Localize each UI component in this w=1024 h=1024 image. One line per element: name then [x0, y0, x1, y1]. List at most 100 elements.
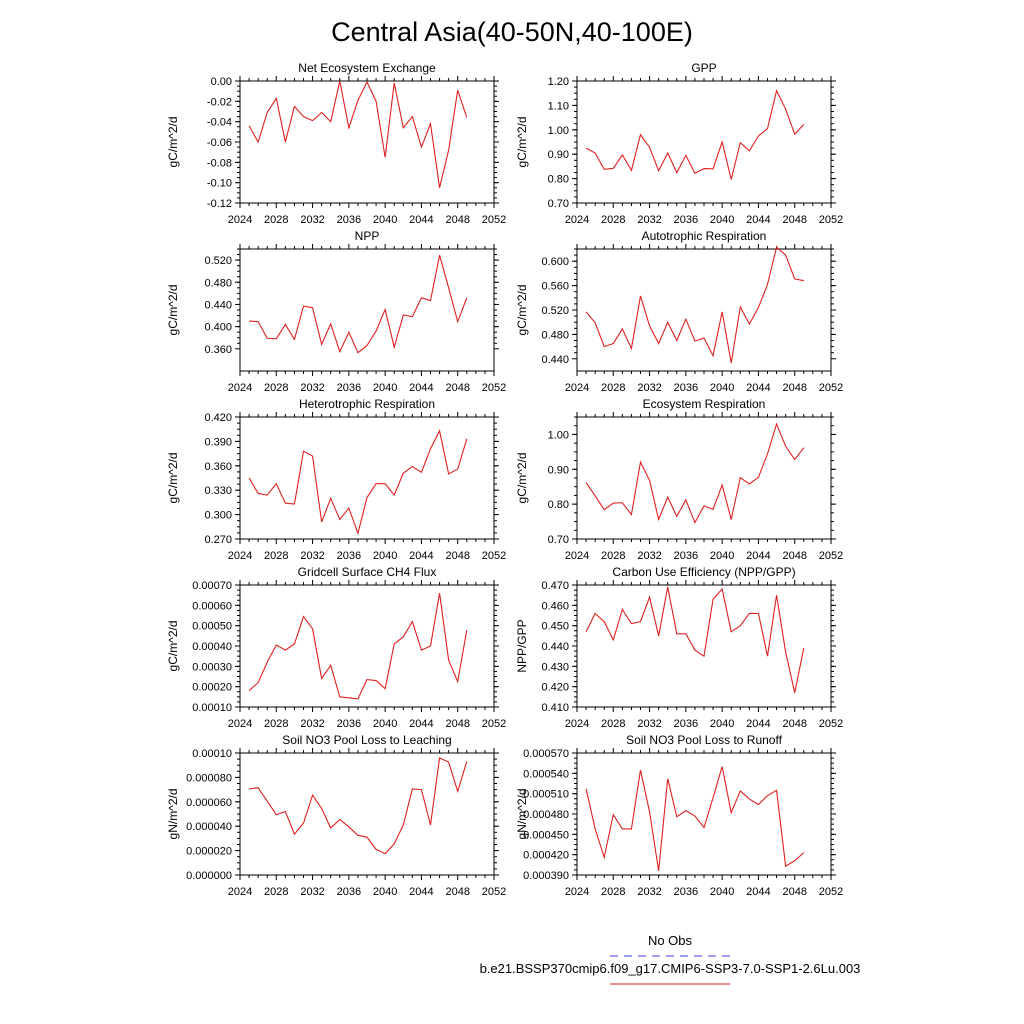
- x-tick-label: 2040: [373, 382, 397, 394]
- panel-ecosystem-respiration: Ecosystem Respiration 2024 2028 2032 2036 204…: [515, 397, 843, 562]
- x-tick-label: 2044: [409, 382, 433, 394]
- x-tick-label: 2044: [746, 886, 770, 898]
- x-tick-label: 2044: [409, 550, 433, 562]
- series-line: [585, 246, 804, 364]
- x-tick-label: 2052: [819, 214, 843, 226]
- x-tick-label: 2036: [674, 886, 698, 898]
- y-tick-label: 0.90: [548, 149, 569, 161]
- x-tick-label: 2048: [782, 382, 806, 394]
- y-axis-label: gC/m^2/d: [166, 621, 180, 672]
- y-tick-label: 0.300: [204, 510, 232, 522]
- y-tick-label: 0.00040: [192, 641, 232, 653]
- panel-soil-no3-pool-loss-to-runoff: Soil NO3 Pool Loss to Runoff 2024 2028 2032…: [515, 733, 843, 898]
- x-tick-label: 2052: [819, 550, 843, 562]
- plot-frame: [576, 752, 832, 876]
- figure-title: Central Asia(40-50N,40-100E): [331, 17, 693, 47]
- y-tick-label: 0.000000: [186, 870, 232, 882]
- x-tick-label: 2048: [445, 382, 469, 394]
- y-tick-label: 1.00: [548, 125, 569, 137]
- x-tick-label: 2032: [300, 718, 324, 730]
- x-tick-label: 2032: [637, 382, 661, 394]
- y-tick-label: 0.00010: [192, 748, 232, 760]
- series-line: [585, 422, 805, 524]
- y-tick-label: 0.430: [541, 661, 569, 673]
- y-tick-label: 0.480: [204, 277, 232, 289]
- x-tick-label: 2028: [601, 550, 625, 562]
- x-tick-label: 2024: [565, 886, 589, 898]
- x-tick-label: 2052: [482, 382, 506, 394]
- y-tick-label: 0.270: [204, 534, 232, 546]
- y-tick-label: 0.360: [204, 344, 232, 356]
- y-axis-label: gN/m^2/d: [166, 789, 180, 840]
- x-tick-label: 2048: [445, 214, 469, 226]
- y-tick-label: -0.12: [207, 198, 232, 210]
- y-axis-label: gC/m^2/d: [515, 453, 529, 504]
- y-tick-label: 0.000480: [523, 809, 569, 821]
- x-tick-label: 2024: [565, 718, 589, 730]
- y-tick-label: 0.000060: [186, 797, 232, 809]
- y-tick-label: 0.000570: [523, 748, 569, 760]
- y-tick-label: 0.00010: [192, 702, 232, 714]
- x-tick-label: 2024: [228, 550, 252, 562]
- x-tick-label: 2032: [300, 382, 324, 394]
- x-tick-label: 2036: [674, 718, 698, 730]
- x-tick-label: 2052: [482, 214, 506, 226]
- x-tick-label: 2044: [409, 718, 433, 730]
- x-tick-label: 2036: [337, 214, 361, 226]
- x-tick-label: 2048: [782, 886, 806, 898]
- x-tick-label: 2032: [637, 550, 661, 562]
- x-tick-label: 2036: [674, 550, 698, 562]
- x-tick-label: 2024: [565, 550, 589, 562]
- y-axis-label: gC/m^2/d: [166, 453, 180, 504]
- plot-frame: [576, 80, 832, 204]
- x-tick-label: 2032: [300, 886, 324, 898]
- x-tick-label: 2040: [710, 382, 734, 394]
- panel-soil-no3-pool-loss-to-leaching: Soil NO3 Pool Loss to Leaching 2024 2028 20…: [166, 733, 506, 898]
- y-tick-label: 0.90: [548, 464, 569, 476]
- series-line: [248, 593, 468, 700]
- y-tick-label: 0.480: [541, 329, 569, 341]
- y-tick-label: 0.000390: [523, 870, 569, 882]
- series-line: [248, 80, 468, 188]
- y-tick-label: 0.450: [541, 621, 569, 633]
- panel-title: Ecosystem Respiration: [643, 397, 766, 411]
- x-tick-label: 2036: [337, 550, 361, 562]
- x-tick-label: 2036: [337, 718, 361, 730]
- x-tick-label: 2052: [819, 718, 843, 730]
- x-tick-label: 2048: [445, 718, 469, 730]
- plot-frame: [576, 416, 832, 540]
- x-tick-label: 2040: [373, 550, 397, 562]
- x-tick-label: 2048: [782, 214, 806, 226]
- x-tick-label: 2052: [819, 886, 843, 898]
- panel-gridcell-surface-ch4-flux: Gridcell Surface CH4 Flux 2024 2028 2032 203…: [166, 565, 506, 730]
- legend-obs-label: No Obs: [648, 933, 693, 948]
- x-tick-label: 2032: [637, 886, 661, 898]
- y-tick-label: 0.00020: [192, 682, 232, 694]
- y-tick-label: 0.000420: [523, 850, 569, 862]
- y-tick-label: 0.000450: [523, 829, 569, 841]
- y-tick-label: 0.00070: [192, 580, 232, 592]
- panel-autotrophic-respiration: Autotrophic Respiration 2024 2028 2032 2036 2…: [515, 229, 843, 394]
- y-tick-label: 0.600: [541, 256, 569, 268]
- x-tick-label: 2028: [264, 550, 288, 562]
- x-tick-label: 2040: [373, 718, 397, 730]
- y-axis-label: gC/m^2/d: [515, 117, 529, 168]
- y-axis-label: gN/m^2/d: [515, 789, 529, 840]
- series-line: [249, 254, 468, 354]
- x-tick-label: 2028: [264, 886, 288, 898]
- x-tick-label: 2048: [782, 718, 806, 730]
- y-axis-label: gC/m^2/d: [515, 285, 529, 336]
- y-tick-label: 0.70: [548, 534, 569, 546]
- panel-title: Carbon Use Efficiency (NPP/GPP): [612, 565, 795, 579]
- x-tick-label: 2032: [637, 214, 661, 226]
- x-tick-label: 2032: [300, 214, 324, 226]
- y-tick-label: 0.80: [548, 499, 569, 511]
- series-line: [248, 757, 468, 855]
- series-line: [248, 429, 468, 536]
- x-tick-label: 2028: [601, 382, 625, 394]
- x-tick-label: 2036: [674, 382, 698, 394]
- y-tick-label: 0.440: [541, 354, 569, 366]
- x-tick-label: 2044: [746, 718, 770, 730]
- x-tick-label: 2024: [228, 718, 252, 730]
